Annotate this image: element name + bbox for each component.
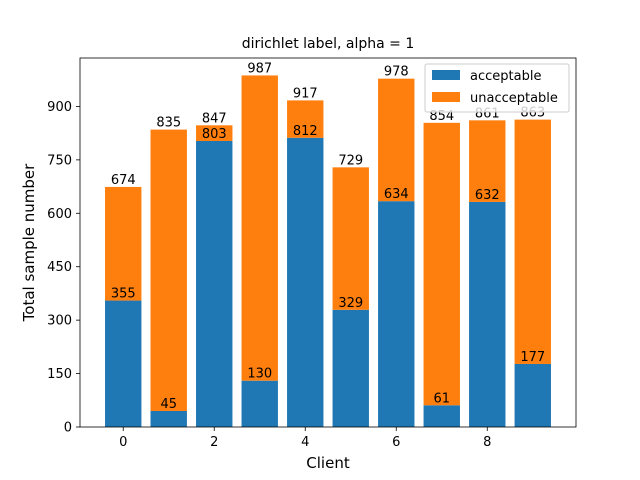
bar-acceptable-client-2 (196, 140, 233, 428)
bar-acceptable-client-6 (378, 201, 415, 427)
data-label-acceptable-client-2: 803 (202, 127, 227, 142)
y-tick-label-900: 900 (47, 100, 72, 115)
data-label-total-client-2: 847 (202, 111, 227, 126)
legend-box (424, 63, 570, 113)
bar-unacceptable-client-1 (150, 129, 187, 411)
bar-acceptable-client-7 (423, 405, 460, 427)
legend-label-acceptable: acceptable (470, 69, 541, 84)
legend-swatch-acceptable (432, 70, 460, 80)
legend: acceptable unacceptable (424, 63, 570, 113)
y-tick-label-0: 0 (64, 421, 72, 436)
bar-acceptable-client-3 (241, 380, 278, 427)
bar-acceptable-client-9 (514, 363, 551, 427)
data-label-acceptable-client-6: 634 (384, 187, 409, 202)
bar-unacceptable-client-5 (332, 167, 369, 310)
data-label-total-client-5: 729 (338, 153, 363, 168)
bar-acceptable-client-8 (469, 201, 506, 427)
y-tick-label-750: 750 (47, 153, 72, 168)
plot-frame (79, 57, 577, 428)
bar-acceptable-client-1 (150, 410, 187, 427)
data-label-acceptable-client-7: 61 (433, 391, 450, 406)
bar-unacceptable-client-9 (514, 119, 551, 364)
x-axis-label: Client (306, 454, 350, 472)
x-tick-label-0: 0 (119, 435, 127, 450)
y-tick-label-300: 300 (47, 314, 72, 329)
data-label-total-client-3: 987 (247, 61, 272, 76)
bar-unacceptable-client-6 (378, 78, 415, 202)
bar-acceptable-client-4 (287, 137, 324, 427)
data-label-acceptable-client-4: 812 (293, 124, 318, 139)
y-tick-label-150: 150 (47, 367, 72, 382)
data-label-total-client-1: 835 (156, 116, 181, 131)
y-axis-ticks: 0 150 300 450 600 750 900 (47, 100, 80, 436)
x-tick-label-8: 8 (483, 435, 491, 450)
bar-unacceptable-client-7 (423, 122, 460, 406)
x-axis-ticks: 0 2 4 6 8 (119, 427, 491, 450)
bar-acceptable-client-5 (332, 309, 369, 427)
data-label-acceptable-client-5: 329 (338, 296, 363, 311)
data-label-acceptable-client-3: 130 (247, 367, 272, 382)
y-tick-label-600: 600 (47, 207, 72, 222)
data-label-acceptable-client-9: 177 (520, 350, 545, 365)
bar-unacceptable-client-8 (469, 120, 506, 202)
data-label-total-client-4: 917 (293, 86, 318, 101)
data-label-acceptable-client-0: 355 (111, 287, 136, 302)
bar-unacceptable-client-0 (105, 186, 142, 301)
x-tick-label-4: 4 (301, 435, 309, 450)
bars-layer (105, 75, 551, 428)
data-label-total-client-0: 674 (111, 173, 136, 188)
data-label-acceptable-client-1: 45 (160, 397, 177, 412)
y-axis-label: Total sample number (20, 163, 38, 322)
bar-unacceptable-client-3 (241, 75, 278, 381)
bar-unacceptable-client-4 (287, 100, 324, 138)
x-tick-label-6: 6 (392, 435, 400, 450)
chart-title: dirichlet label, alpha = 1 (242, 36, 415, 52)
x-tick-label-2: 2 (210, 435, 218, 450)
y-tick-label-450: 450 (47, 260, 72, 275)
data-label-total-client-6: 978 (384, 65, 409, 80)
legend-label-unacceptable: unacceptable (470, 91, 558, 106)
data-label-total-client-7: 854 (429, 109, 454, 124)
bar-acceptable-client-0 (105, 300, 142, 427)
bar-unacceptable-client-2 (196, 125, 233, 141)
data-label-acceptable-client-8: 632 (475, 188, 500, 203)
legend-swatch-unacceptable (432, 92, 460, 102)
